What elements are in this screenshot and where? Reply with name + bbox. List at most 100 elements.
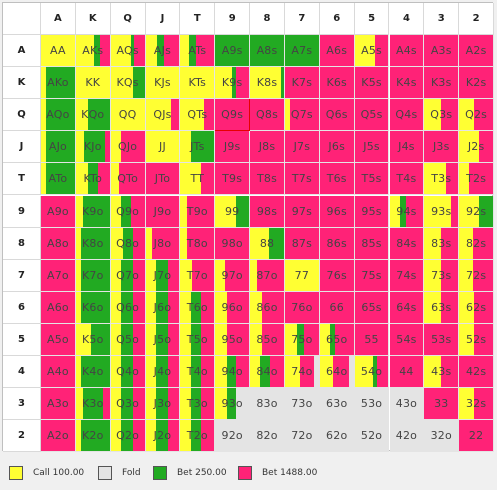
hand-cell-96o[interactable]: 96o [215,291,251,324]
hand-cell-22[interactable]: 22 [459,420,495,453]
hand-cell-ats[interactable]: ATs [180,35,216,68]
hand-cell-j9o[interactable]: J9o [145,195,181,228]
hand-cell-54s[interactable]: 54s [389,323,425,356]
hand-cell-66[interactable]: 66 [319,291,355,324]
hand-cell-q4s[interactable]: Q4s [389,99,425,132]
hand-cell-j4o[interactable]: J4o [145,356,181,389]
hand-cell-j5o[interactable]: J5o [145,323,181,356]
hand-cell-98o[interactable]: 98o [215,227,251,260]
hand-cell-a6s[interactable]: A6s [319,35,355,68]
hand-cell-j2o[interactable]: J2o [145,420,181,453]
hand-cell-t4s[interactable]: T4s [389,163,425,196]
hand-cell-k5o[interactable]: K5o [75,323,111,356]
hand-cell-q8o[interactable]: Q8o [110,227,146,260]
hand-cell-jto[interactable]: JTo [145,163,181,196]
hand-cell-k8s[interactable]: K8s [250,67,285,100]
hand-cell-63o[interactable]: 63o [319,388,355,421]
hand-cell-43o[interactable]: 43o [389,388,425,421]
hand-cell-93s[interactable]: 93s [424,195,460,228]
hand-cell-a9s[interactable]: A9s [215,35,251,68]
hand-cell-q6o[interactable]: Q6o [110,291,146,324]
hand-cell-j4s[interactable]: J4s [389,131,425,164]
hand-cell-73o[interactable]: 73o [284,388,320,421]
hand-cell-k9o[interactable]: K9o [75,195,111,228]
hand-cell-q2s[interactable]: Q2s [459,99,495,132]
hand-cell-99[interactable]: 99 [215,195,251,228]
hand-cell-73s[interactable]: 73s [424,259,460,292]
hand-cell-ajs[interactable]: AJs [145,35,181,68]
hand-cell-qq[interactable]: QQ [110,99,146,132]
hand-cell-q7o[interactable]: Q7o [110,259,146,292]
hand-cell-kqo[interactable]: KQo [75,99,111,132]
hand-cell-j6s[interactable]: J6s [319,131,355,164]
hand-cell-86o[interactable]: 86o [250,291,285,324]
hand-cell-k6o[interactable]: K6o [75,291,111,324]
hand-cell-q3o[interactable]: Q3o [110,388,146,421]
hand-cell-a3o[interactable]: A3o [41,388,76,421]
hand-cell-kjs[interactable]: KJs [145,67,181,100]
hand-cell-87s[interactable]: 87s [284,227,320,260]
hand-cell-k2o[interactable]: K2o [75,420,111,453]
hand-cell-62s[interactable]: 62s [459,291,495,324]
hand-cell-96s[interactable]: 96s [319,195,355,228]
hand-cell-t9s[interactable]: T9s [215,163,251,196]
hand-cell-33[interactable]: 33 [424,388,460,421]
hand-cell-64o[interactable]: 64o [319,356,355,389]
hand-cell-44[interactable]: 44 [389,356,425,389]
hand-cell-85s[interactable]: 85s [354,227,390,260]
hand-cell-j8o[interactable]: J8o [145,227,181,260]
hand-cell-42s[interactable]: 42s [459,356,495,389]
hand-cell-ako[interactable]: AKo [41,67,76,100]
hand-cell-97s[interactable]: 97s [284,195,320,228]
hand-cell-77[interactable]: 77 [284,259,320,292]
hand-cell-65o[interactable]: 65o [319,323,355,356]
hand-cell-j6o[interactable]: J6o [145,291,181,324]
hand-cell-62o[interactable]: 62o [319,420,355,453]
hand-cell-j7s[interactable]: J7s [284,131,320,164]
hand-cell-97o[interactable]: 97o [215,259,251,292]
hand-cell-72o[interactable]: 72o [284,420,320,453]
hand-cell-53s[interactable]: 53s [424,323,460,356]
hand-cell-k5s[interactable]: K5s [354,67,390,100]
hand-cell-t2o[interactable]: T2o [180,420,216,453]
hand-cell-74s[interactable]: 74s [389,259,425,292]
hand-cell-j5s[interactable]: J5s [354,131,390,164]
hand-cell-t3o[interactable]: T3o [180,388,216,421]
hand-cell-43s[interactable]: 43s [424,356,460,389]
hand-cell-k7s[interactable]: K7s [284,67,320,100]
hand-cell-t5o[interactable]: T5o [180,323,216,356]
hand-cell-k7o[interactable]: K7o [75,259,111,292]
hand-cell-65s[interactable]: 65s [354,291,390,324]
hand-cell-k2s[interactable]: K2s [459,67,495,100]
hand-cell-j8s[interactable]: J8s [250,131,285,164]
hand-cell-j7o[interactable]: J7o [145,259,181,292]
hand-cell-76s[interactable]: 76s [319,259,355,292]
hand-cell-a3s[interactable]: A3s [424,35,460,68]
hand-cell-85o[interactable]: 85o [250,323,285,356]
hand-cell-qts[interactable]: QTs [180,99,216,132]
hand-cell-q4o[interactable]: Q4o [110,356,146,389]
hand-cell-86s[interactable]: 86s [319,227,355,260]
hand-cell-95o[interactable]: 95o [215,323,251,356]
hand-cell-63s[interactable]: 63s [424,291,460,324]
hand-cell-95s[interactable]: 95s [354,195,390,228]
hand-cell-a8o[interactable]: A8o [41,227,76,260]
hand-cell-75o[interactable]: 75o [284,323,320,356]
hand-cell-k4o[interactable]: K4o [75,356,111,389]
hand-cell-t3s[interactable]: T3s [424,163,460,196]
hand-cell-a4s[interactable]: A4s [389,35,425,68]
hand-cell-82s[interactable]: 82s [459,227,495,260]
hand-cell-jts[interactable]: JTs [180,131,216,164]
hand-cell-k3o[interactable]: K3o [75,388,111,421]
hand-cell-a6o[interactable]: A6o [41,291,76,324]
hand-cell-kk[interactable]: KK [75,67,111,100]
hand-cell-q5o[interactable]: Q5o [110,323,146,356]
hand-cell-52s[interactable]: 52s [459,323,495,356]
hand-cell-q9o[interactable]: Q9o [110,195,146,228]
hand-cell-q5s[interactable]: Q5s [354,99,390,132]
hand-cell-q3s[interactable]: Q3s [424,99,460,132]
hand-cell-a2s[interactable]: A2s [459,35,495,68]
hand-cell-kts[interactable]: KTs [180,67,216,100]
hand-cell-42o[interactable]: 42o [389,420,425,453]
hand-cell-tt[interactable]: TT [180,163,216,196]
